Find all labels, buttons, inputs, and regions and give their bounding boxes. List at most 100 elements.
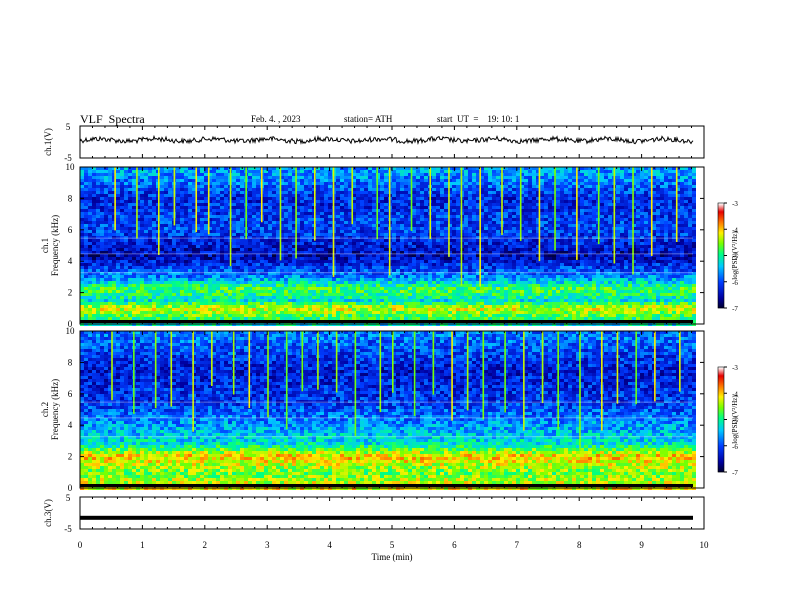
ch2-spectro-ytick: 2 <box>68 452 73 462</box>
ch1-spectro-sferic <box>136 167 138 239</box>
ch1-spectro-sferic <box>332 167 335 277</box>
ch3-ytick: -5 <box>64 524 72 534</box>
ch1-spectro-colorbar-tick: -4 <box>732 226 738 234</box>
ch1-spectro-sferic <box>229 167 232 267</box>
ch2-spectro-sferic <box>379 331 382 413</box>
ch1-spectro-sferic <box>448 167 450 257</box>
ch2-spectro-sferic <box>654 331 656 402</box>
ch1-ylabel: ch.1(V) <box>43 128 53 156</box>
ch2-spectro-sferic <box>601 331 603 431</box>
date-label: Feb. 4. , 2023 <box>251 114 301 124</box>
ch1-spectro-sferic <box>114 167 116 231</box>
ch1-spectro-sferic <box>501 167 503 235</box>
ch2-spectro-colorbar-tick: -6 <box>732 443 738 451</box>
ch2-spectro-ylabel: Frequency (kHz) <box>50 379 60 440</box>
ch1-spectro-sferic <box>554 167 556 251</box>
x-tick-label: 6 <box>452 540 457 550</box>
ch2-spectro-sferic <box>579 331 581 451</box>
x-tick-label: 1 <box>140 540 145 550</box>
ch1-spectro-sferic <box>597 167 600 245</box>
ch1-spectro-sferic <box>519 167 522 241</box>
ch2-spectro-sferic <box>267 331 269 418</box>
ch2-spectro-sferic <box>541 331 544 404</box>
chart-header: VLF Spectra Feb. 4. , 2023 station= ATH … <box>0 0 792 130</box>
ch1-spectro-sferic <box>245 167 247 240</box>
ch2-spectro-sferic <box>335 331 338 393</box>
x-tick-label: 10 <box>700 540 710 550</box>
ch3-ylabel: ch.3(V) <box>43 499 53 527</box>
x-tick-label: 7 <box>515 540 520 550</box>
ch2-spectro-ytick: 6 <box>68 389 73 399</box>
ch1-spectro-sferic <box>279 167 282 261</box>
ch2-spectro-sferic <box>170 331 173 407</box>
ch2-spectro-sferic <box>466 331 469 411</box>
ch1-spectro-heatmap <box>80 167 696 326</box>
ch2-spectro-ytick: 10 <box>66 326 76 336</box>
ch1-spectro-sferic <box>479 167 481 287</box>
ch1-spectro-sferic <box>195 167 198 233</box>
ch1-spectro-sferic <box>410 167 413 231</box>
ch1-spectro-colorbar-tick: -5 <box>732 253 738 261</box>
ch2-spectro-sferic <box>504 331 506 413</box>
ch2-spectro-sferic <box>192 331 194 432</box>
ch2-spectro-sferic <box>248 331 251 409</box>
ch1-spectro-sferic <box>173 167 176 226</box>
ch2-spectro-sferic <box>451 331 453 421</box>
ch1-spectro-colorbar-tick: -6 <box>732 279 738 287</box>
x-tick-label: 0 <box>78 540 83 550</box>
ch2-spectro-sferic <box>679 331 681 392</box>
ch2-spectro-sferic <box>557 331 559 430</box>
ch2-spectro-colorbar-tick: -5 <box>732 417 738 425</box>
ch2-spectro-ytick: 4 <box>68 420 73 430</box>
ch1-spectro-sferic <box>351 167 354 225</box>
ch2-spectro-sferic <box>211 331 213 386</box>
ch2-spectro-colorbar-tick: -7 <box>732 469 738 477</box>
ch1-spectro-ytick: 4 <box>68 256 73 266</box>
ch2-spectro-sferic <box>616 331 619 404</box>
ch1-spectro-ylabel: Frequency (kHz) <box>50 215 60 276</box>
ch1-waveform-line <box>79 134 694 146</box>
ch1-spectro-ytick: 6 <box>68 225 73 235</box>
ch1-spectro-sferic <box>207 167 210 235</box>
ch2-spectro-sferic <box>154 331 157 409</box>
start-time-label: start UT = 19: 10: 1 <box>437 114 520 124</box>
ch2-spectro-sferic <box>301 331 304 392</box>
ch2-spectro-sferic <box>133 331 135 414</box>
ch2-spectro-heatmap <box>80 331 696 490</box>
x-tick-label: 2 <box>203 540 208 550</box>
ch1-spectro-sferic <box>576 167 578 260</box>
ch3-waveform-frame <box>79 496 705 530</box>
ch2-spectro-colorbar-tick: -3 <box>732 364 738 372</box>
ch2-spectro-ytick: 8 <box>68 357 73 367</box>
ch1-ytick: -5 <box>64 153 72 163</box>
ch2-spectro-sferic <box>354 331 357 436</box>
x-tick-label: 3 <box>265 540 270 550</box>
ch1-ytick: 5 <box>66 122 71 132</box>
ch1-spectro-colorbar-tick: -7 <box>732 305 738 313</box>
ch2-spectro-sferic <box>482 331 485 420</box>
x-tick-label: 8 <box>577 540 582 550</box>
ch2-spectro-ytick: 0 <box>68 483 73 493</box>
x-axis-label: Time (min) <box>372 552 413 562</box>
ch2-spectro-sferic <box>285 331 288 430</box>
ch1-spectro-sferic <box>538 167 541 262</box>
ch1-spectro-sferic <box>388 167 391 276</box>
station-label: station= ATH <box>344 114 393 124</box>
ch1-spectro-sferic <box>650 167 653 256</box>
ch3-waveform-line <box>80 515 693 520</box>
x-tick-label: 4 <box>327 540 332 550</box>
ch1-spectro-sferic <box>295 167 297 259</box>
ch1-spectro-sferic <box>376 167 378 240</box>
chart-title: VLF Spectra <box>80 112 145 126</box>
ch1-spectro-sferic <box>158 167 160 255</box>
ch2-spectro-sferic <box>392 331 394 393</box>
ch2-spectro-sferic <box>111 331 113 401</box>
ch2-spectro-sferic <box>635 331 637 405</box>
ch2-spectro-sferic <box>432 331 435 395</box>
ch3-ytick: 5 <box>66 493 71 503</box>
ch2-spectro-colorbar-tick: -4 <box>732 390 738 398</box>
ch1-spectro-ytick: 2 <box>68 288 73 298</box>
ch1-spectro-sferic <box>429 167 432 239</box>
ch1-spectro-channel-label: ch.1 <box>40 238 50 253</box>
